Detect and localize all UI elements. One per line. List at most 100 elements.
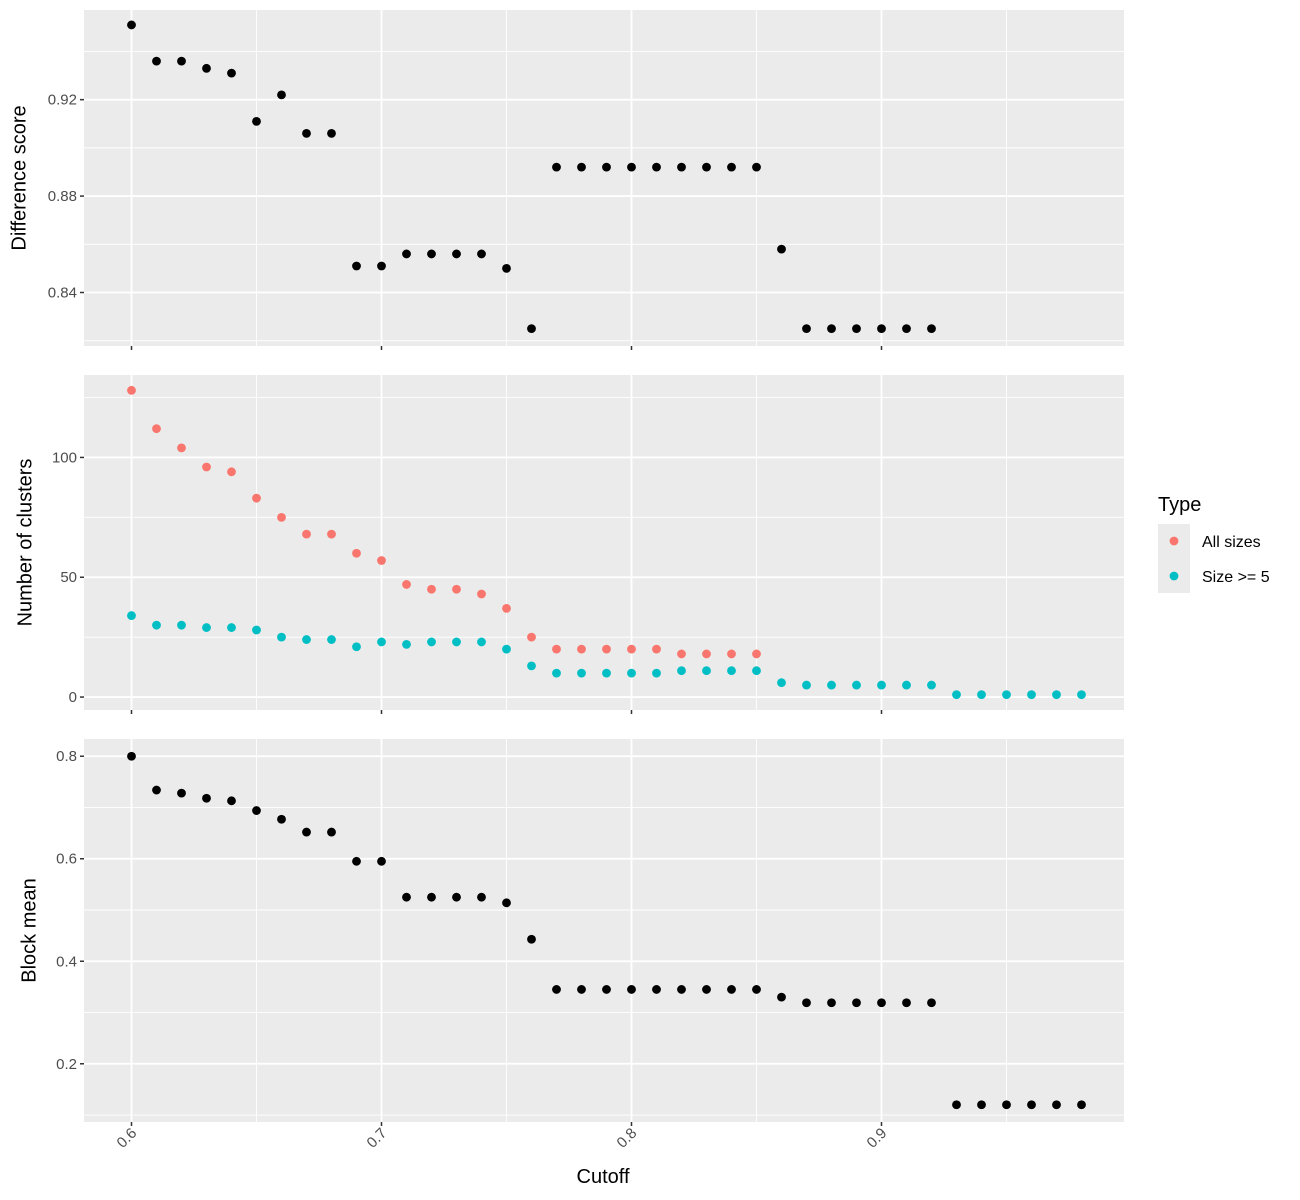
data-point — [927, 324, 936, 334]
data-point — [477, 249, 486, 259]
data-point — [402, 639, 411, 649]
data-point — [252, 625, 261, 635]
data-point — [852, 998, 861, 1008]
data-point — [927, 680, 936, 690]
data-point — [427, 249, 436, 259]
data-point — [252, 493, 261, 503]
data-point — [627, 668, 636, 678]
data-point — [352, 642, 361, 652]
data-point — [302, 529, 311, 539]
panel-background — [84, 375, 1124, 710]
series-2 — [127, 611, 1086, 700]
y-tick-label: 0.88 — [48, 188, 77, 205]
data-point — [1027, 690, 1036, 700]
data-point — [727, 985, 736, 994]
data-point — [527, 934, 536, 944]
data-point — [277, 90, 286, 100]
data-point — [602, 985, 611, 994]
x-tick-label: 0.7 — [364, 1125, 391, 1152]
data-point — [327, 635, 336, 644]
data-point — [727, 649, 736, 659]
data-point — [402, 580, 411, 589]
data-point — [227, 68, 236, 78]
data-point — [677, 985, 686, 994]
data-point — [452, 249, 461, 259]
data-point — [527, 661, 536, 671]
y-axis-title: Number of clusters — [14, 459, 36, 627]
data-point — [402, 249, 411, 259]
data-point — [302, 827, 311, 837]
x-tick-label: 0.8 — [614, 1125, 641, 1152]
data-point — [452, 892, 461, 902]
data-point — [702, 666, 711, 676]
data-point — [902, 324, 911, 334]
data-point — [627, 162, 636, 172]
data-point — [177, 620, 186, 630]
data-point — [202, 63, 211, 73]
data-point — [227, 796, 236, 806]
data-point — [202, 462, 211, 472]
data-point — [427, 637, 436, 647]
data-point — [277, 512, 286, 522]
legend-key-all-sizes — [1169, 536, 1179, 546]
data-point — [452, 584, 461, 594]
y-tick-label: 0.92 — [48, 92, 77, 109]
x-tick-label: 0.9 — [864, 1125, 891, 1152]
data-point — [977, 690, 986, 700]
data-point — [377, 856, 386, 866]
y-tick-label: 0 — [69, 689, 77, 706]
data-point — [552, 985, 561, 994]
data-point — [877, 998, 886, 1008]
data-point — [652, 668, 661, 678]
data-point — [327, 529, 336, 539]
data-point — [827, 324, 836, 334]
data-point — [802, 998, 811, 1008]
y-tick-label: 100 — [52, 449, 77, 466]
data-point — [502, 898, 511, 908]
y-tick-label: 0.2 — [56, 1056, 77, 1073]
data-point — [652, 644, 661, 654]
y-tick-label: 0.84 — [48, 284, 77, 301]
data-point — [127, 611, 136, 620]
data-point — [777, 244, 786, 254]
data-point — [127, 751, 136, 761]
panel-3: 0.2 0.4 0.6 0.8 0.6 0.7 0.8 0.9 Block mean — [18, 739, 1124, 1152]
data-point — [852, 324, 861, 334]
data-point — [852, 680, 861, 690]
panel-background — [84, 739, 1124, 1122]
data-point — [827, 998, 836, 1008]
data-point — [652, 162, 661, 172]
data-point — [302, 635, 311, 644]
data-point — [227, 623, 236, 632]
data-point — [352, 548, 361, 558]
y-axis-title: Block mean — [18, 878, 40, 983]
data-point — [427, 584, 436, 594]
panel-1: 0.84 0.88 0.92 Difference score — [8, 10, 1124, 350]
data-point — [527, 324, 536, 334]
data-point — [777, 678, 786, 688]
data-point — [1002, 690, 1011, 700]
data-point — [477, 589, 486, 599]
data-point — [1002, 1100, 1011, 1110]
data-point — [602, 644, 611, 654]
data-point — [627, 985, 636, 994]
data-point — [127, 385, 136, 395]
data-point — [602, 162, 611, 172]
data-point — [277, 814, 286, 824]
data-point — [177, 56, 186, 66]
legend-key-size-ge-5 — [1169, 571, 1179, 581]
data-point — [1052, 1100, 1061, 1110]
data-point — [552, 644, 561, 654]
data-point — [1077, 690, 1086, 700]
data-point — [677, 649, 686, 659]
data-point — [152, 620, 161, 630]
data-point — [477, 637, 486, 647]
data-point — [277, 632, 286, 642]
data-point — [752, 649, 761, 659]
legend-keys-background — [1158, 524, 1190, 593]
data-point — [802, 324, 811, 334]
panel-background — [84, 10, 1124, 346]
data-point — [227, 467, 236, 477]
data-point — [177, 788, 186, 798]
